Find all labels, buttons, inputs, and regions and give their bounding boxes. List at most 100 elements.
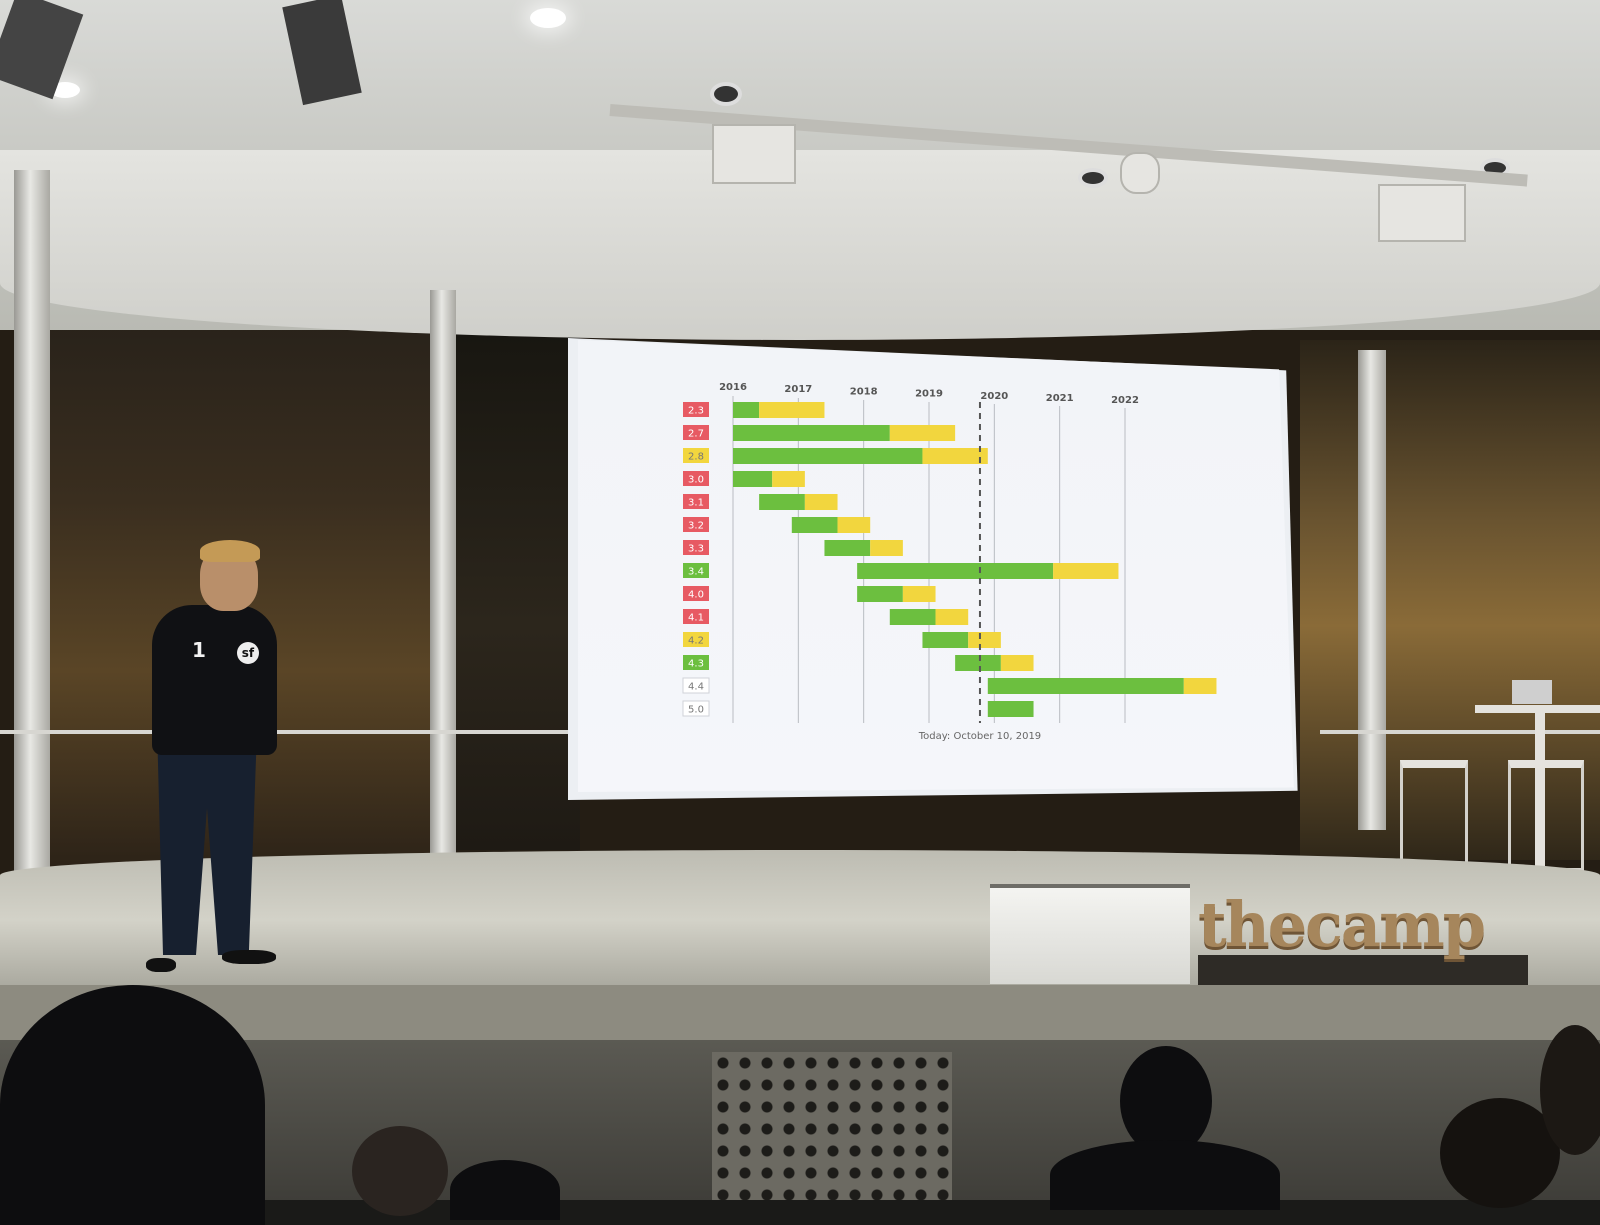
security-support-bar xyxy=(837,517,871,533)
active-support-bar xyxy=(733,402,760,418)
security-support-bar xyxy=(772,471,805,487)
version-label: 3.1 xyxy=(688,498,704,509)
security-support-bar xyxy=(935,609,969,625)
year-tick-label: 2018 xyxy=(850,386,878,397)
speaker-shoe xyxy=(222,950,276,964)
security-support-bar xyxy=(870,540,903,556)
security-support-bar xyxy=(922,448,988,464)
stage-edge xyxy=(0,985,1600,1045)
version-label-box xyxy=(682,677,710,694)
stool xyxy=(1508,760,1584,871)
active-support-bar xyxy=(857,563,1054,579)
version-label: 2.7 xyxy=(688,429,704,440)
version-label: 5.0 xyxy=(688,705,704,716)
version-label: 4.4 xyxy=(688,682,704,693)
version-label-box xyxy=(683,425,709,440)
active-support-bar xyxy=(791,517,838,533)
year-tick-label: 2022 xyxy=(1111,395,1139,406)
version-label-box xyxy=(683,448,709,463)
audience-shoulders xyxy=(1050,1140,1280,1210)
ceiling-band xyxy=(0,150,1600,340)
railing xyxy=(0,730,570,734)
security-support-bar xyxy=(1000,655,1034,671)
version-label: 3.2 xyxy=(688,521,704,532)
ceiling-light xyxy=(1078,168,1108,188)
laptop xyxy=(1512,680,1552,704)
version-label: 3.0 xyxy=(688,475,704,486)
projector xyxy=(1378,184,1466,242)
middle-glass-wall xyxy=(440,290,580,850)
audience-head xyxy=(0,985,265,1225)
logo-base xyxy=(1198,955,1528,985)
shirt-print-number: 1 xyxy=(192,638,206,662)
today-annotation: Today: October 10, 2019 xyxy=(918,731,1041,742)
year-tick-label: 2017 xyxy=(784,384,812,395)
security-support-bar xyxy=(759,402,825,418)
version-label-box xyxy=(683,402,709,417)
security-support-bar xyxy=(804,494,838,510)
venue-logo: thecamp xyxy=(1198,888,1486,961)
year-tick-label: 2021 xyxy=(1046,393,1074,404)
speaker-grille xyxy=(712,1052,952,1200)
version-label-box xyxy=(683,471,709,486)
active-support-bar xyxy=(987,701,1034,717)
version-label: 4.2 xyxy=(688,636,704,647)
ceiling-light xyxy=(710,82,742,106)
active-support-bar xyxy=(922,632,969,648)
version-label-box xyxy=(683,494,709,509)
version-label: 3.4 xyxy=(688,567,704,578)
security-support-bar xyxy=(1183,678,1217,694)
high-table xyxy=(1475,705,1600,713)
version-label: 3.3 xyxy=(688,544,704,555)
speaker-hair xyxy=(200,540,260,562)
version-label-box xyxy=(683,655,709,670)
security-support-bar xyxy=(902,586,936,602)
active-support-bar xyxy=(759,494,805,510)
version-label: 4.0 xyxy=(688,590,704,601)
speaker-torso xyxy=(152,605,277,755)
speaker-shoe xyxy=(146,958,176,972)
active-support-bar xyxy=(889,609,936,625)
active-support-bar xyxy=(955,655,1001,671)
version-label: 4.3 xyxy=(688,659,704,670)
year-tick-label: 2016 xyxy=(719,382,747,393)
shirt-print: 1 sf xyxy=(192,638,262,666)
version-label: 2.3 xyxy=(688,406,704,417)
year-tick-label: 2020 xyxy=(980,391,1008,402)
pillar xyxy=(14,170,50,890)
audience-head xyxy=(450,1160,560,1220)
version-label-box xyxy=(683,586,709,601)
security-support-bar xyxy=(1053,563,1119,579)
shirt-print-badge: sf xyxy=(236,642,259,664)
version-label-box xyxy=(683,609,709,624)
version-label-box xyxy=(683,563,709,578)
pillar xyxy=(430,290,456,860)
ceiling-light xyxy=(530,8,566,28)
audience-head xyxy=(352,1126,448,1216)
security-support-bar xyxy=(889,425,956,441)
release-timeline-chart: 2016 2017 2018 2019 2020 2021 2022 2.3 2.7 2.8 3.0… xyxy=(682,382,1217,742)
version-label: 2.8 xyxy=(688,452,704,463)
right-glass-wall xyxy=(1300,340,1600,860)
table-leg xyxy=(1535,712,1545,872)
version-label: 4.1 xyxy=(688,613,704,624)
version-label-box xyxy=(683,517,709,532)
projection-screen: 2016 2017 2018 2019 2020 2021 2022 2.3 2.7 2.8 3.0… xyxy=(578,340,1294,792)
ceiling-light xyxy=(50,82,80,98)
camera xyxy=(1120,152,1160,194)
stool xyxy=(1400,760,1468,871)
projector xyxy=(712,124,796,184)
active-support-bar xyxy=(733,425,890,441)
active-support-bar xyxy=(824,540,871,556)
year-tick-label: 2019 xyxy=(915,389,943,400)
active-support-bar xyxy=(987,678,1184,694)
version-label-box xyxy=(683,632,709,647)
audience-head xyxy=(1440,1098,1560,1208)
version-label-box xyxy=(683,540,709,555)
railing xyxy=(1320,730,1600,734)
security-support-bar xyxy=(968,632,1001,648)
version-label-box xyxy=(682,700,710,717)
audience-head xyxy=(1120,1046,1212,1156)
audience-head xyxy=(1540,1025,1600,1155)
pillar xyxy=(1358,350,1386,830)
